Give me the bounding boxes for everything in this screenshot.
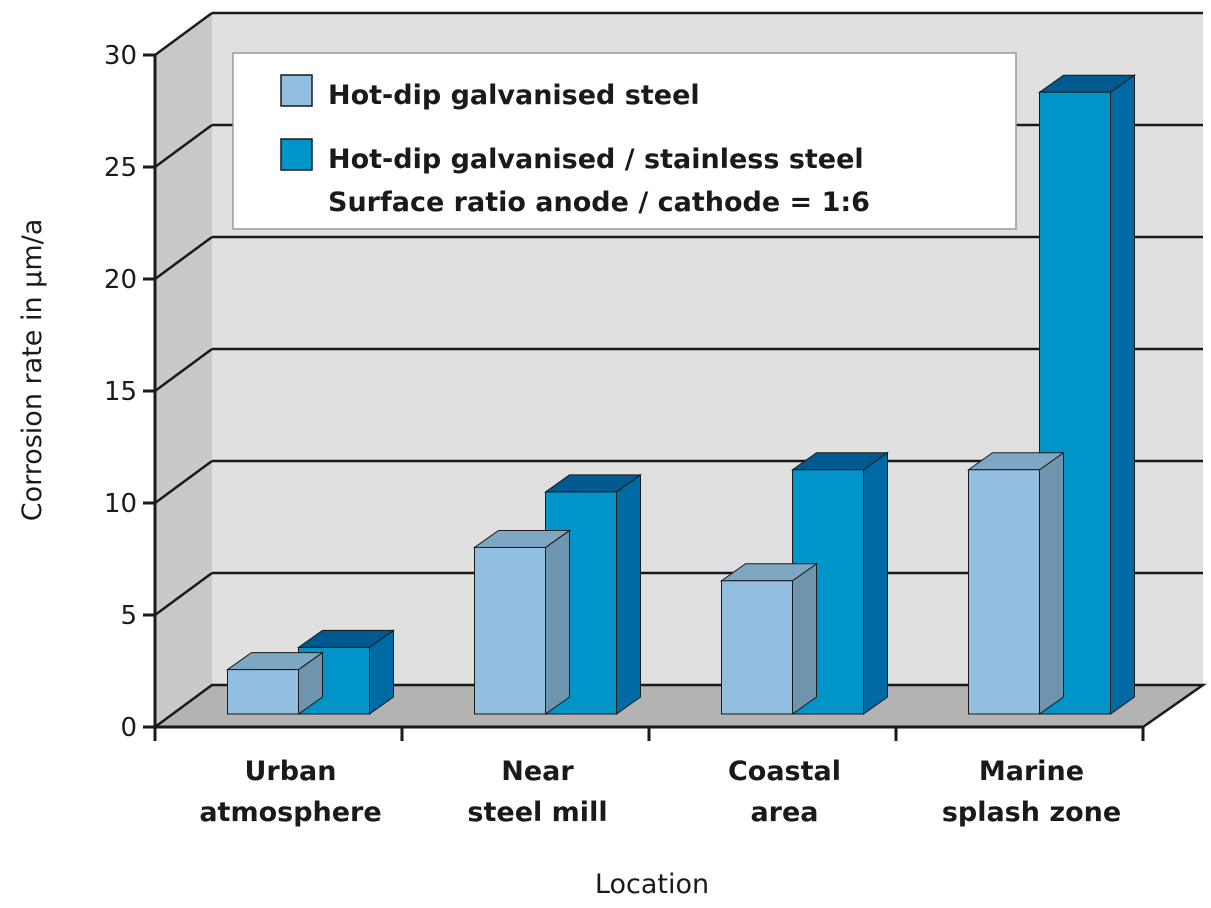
- y-tick-label: 15: [104, 377, 137, 407]
- y-tick-label: 30: [104, 41, 137, 71]
- x-category-labels: Urban atmosphere Near steel mill Coastal area…: [199, 756, 1121, 828]
- bar-side: [863, 451, 888, 715]
- bars: [225, 74, 1137, 715]
- legend-label-galvanised: Hot-dip galvanised steel: [328, 80, 700, 111]
- y-tick-labels: 0 5 10 15 20 25 30: [104, 41, 137, 743]
- x-category-label: Marine: [979, 756, 1084, 787]
- y-axis-title: Corrosion rate in µm/a: [17, 219, 48, 522]
- x-category-label: Urban: [244, 756, 336, 787]
- y-tick-label: 10: [104, 489, 137, 519]
- legend-box: [232, 52, 1017, 230]
- bar-side: [616, 473, 641, 715]
- gridline-diagonal: [154, 459, 213, 505]
- bar-side: [1110, 74, 1135, 715]
- bar-side: [1039, 451, 1064, 715]
- bar: [966, 451, 1066, 715]
- x-category-label: Near: [501, 756, 574, 787]
- bar-front: [474, 546, 546, 715]
- x-category-label: atmosphere: [199, 797, 381, 828]
- x-category-label: steel mill: [467, 797, 607, 828]
- y-tick-label: 20: [104, 265, 137, 295]
- legend-swatch-galvanised: [280, 74, 313, 107]
- bar-side: [545, 529, 570, 715]
- bar: [719, 562, 819, 715]
- legend: Hot-dip galvanised steel Hot-dip galvani…: [232, 52, 1017, 230]
- bar-front: [227, 669, 299, 715]
- bar-front: [968, 469, 1040, 715]
- gridline-diagonal: [154, 11, 213, 57]
- x-category-label: Coastal: [728, 756, 841, 787]
- gridline-diagonal: [154, 123, 213, 169]
- gridline-diagonal: [154, 235, 213, 281]
- bar: [225, 651, 325, 715]
- bar: [472, 529, 572, 715]
- x-category-label: area: [750, 797, 818, 828]
- y-tick-label: 25: [104, 153, 137, 183]
- gridline-diagonal: [154, 571, 213, 617]
- x-axis-title: Location: [595, 869, 709, 900]
- legend-label-surface-ratio: Surface ratio anode / cathode = 1:6: [328, 187, 870, 218]
- gridline-diagonal: [154, 347, 213, 393]
- y-tick-label: 0: [120, 713, 137, 743]
- y-tick-label: 5: [120, 601, 137, 631]
- bar-side: [792, 562, 817, 715]
- axes: [143, 53, 1145, 741]
- legend-label-galvanised-stainless: Hot-dip galvanised / stainless steel: [328, 144, 864, 175]
- legend-swatch-galvanised-stainless: [280, 138, 313, 171]
- x-category-label: splash zone: [942, 797, 1121, 828]
- bar-front: [721, 580, 793, 715]
